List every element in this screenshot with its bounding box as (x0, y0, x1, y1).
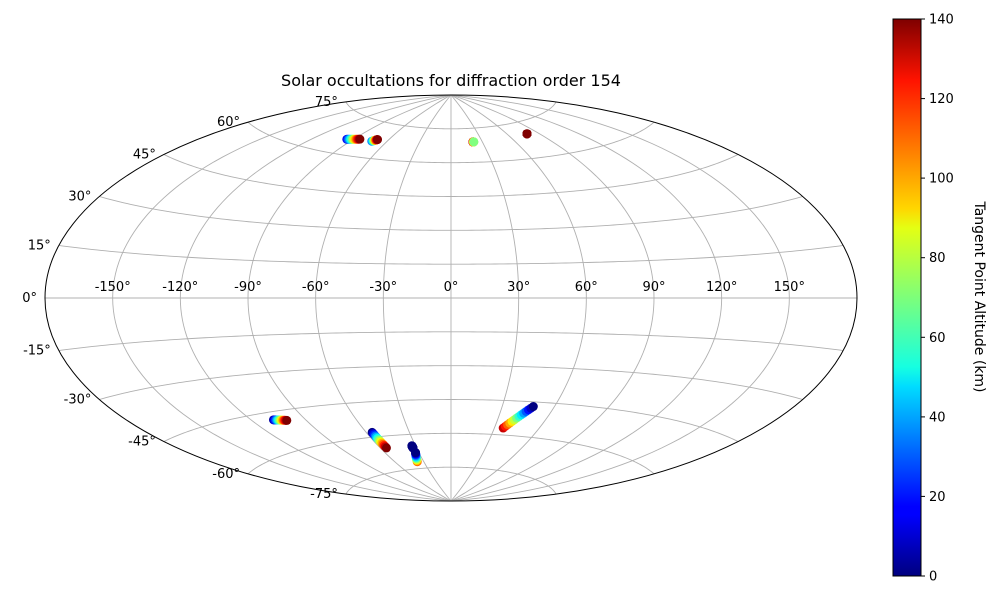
occultation-point (373, 135, 383, 145)
occultation-point (528, 402, 538, 412)
longitude-label: -120° (162, 280, 198, 295)
graticule (45, 95, 857, 501)
latitude-label: -60° (212, 467, 240, 482)
longitude-label: -60° (302, 280, 330, 295)
longitude-label: -150° (95, 280, 131, 295)
colorbar-label: Tangent Point Altitude (km) (971, 200, 987, 392)
colorbar-tick-label: 0 (929, 570, 937, 585)
chart-title: Solar occultations for diffraction order… (281, 71, 621, 90)
latitude-label: 30° (68, 190, 91, 205)
colorbar-ticks: 0 20 40 60 80 100 120 140 (921, 13, 954, 585)
longitude-label: -90° (234, 280, 262, 295)
parallel-line (99, 196, 803, 231)
colorbar-tick-label: 80 (929, 251, 946, 266)
map-boundary (44, 94, 858, 502)
parallel-line (163, 399, 739, 442)
colorbar (892, 18, 922, 577)
latitude-label: 75° (315, 95, 338, 110)
colorbar-tick-label: 120 (929, 92, 954, 107)
latitude-label: 60° (217, 115, 240, 130)
latitude-label: 45° (133, 148, 156, 163)
colorbar-tick-label: 40 (929, 410, 946, 425)
longitude-label: 150° (774, 280, 805, 295)
longitude-label: 30° (507, 280, 530, 295)
latitude-tick-labels: 75° 60° 45° 30° 15° 0° -15° -30° -45° -60° -75° (22, 95, 338, 502)
longitude-label: 120° (706, 280, 737, 295)
longitude-label: 0° (444, 280, 459, 295)
parallel-line (99, 365, 803, 400)
occultation-point (469, 137, 479, 147)
latitude-label: -75° (310, 487, 338, 502)
latitude-label: -30° (64, 393, 92, 408)
colorbar-tick-label: 100 (929, 172, 954, 187)
occultation-point (381, 443, 391, 453)
occultation-point (355, 134, 365, 144)
longitude-label: -30° (369, 280, 397, 295)
occultation-point (282, 415, 292, 425)
occultation-point (522, 129, 532, 139)
colorbar-tick-label: 20 (929, 490, 946, 505)
latitude-label: -15° (23, 344, 51, 359)
parallel-line (345, 101, 557, 130)
longitude-tick-labels: -150° -120° -90° -60° -30° 0° 30° 60° 90° 120° 150… (95, 280, 805, 295)
longitude-label: 60° (575, 280, 598, 295)
parallel-line (58, 331, 844, 351)
longitude-label: 90° (642, 280, 665, 295)
latitude-label: 0° (22, 291, 37, 306)
latitude-label: 15° (28, 239, 51, 254)
colorbar-tick-label: 60 (929, 331, 946, 346)
colorbar-tick-label: 140 (929, 13, 954, 28)
parallel-line (247, 432, 655, 475)
latitude-label: -45° (128, 435, 156, 450)
parallel-line (247, 121, 655, 164)
parallel-line (345, 466, 557, 495)
occultation-points (268, 129, 538, 467)
parallel-line (58, 245, 844, 265)
occultation-point (407, 441, 417, 451)
parallel-line (163, 154, 739, 197)
